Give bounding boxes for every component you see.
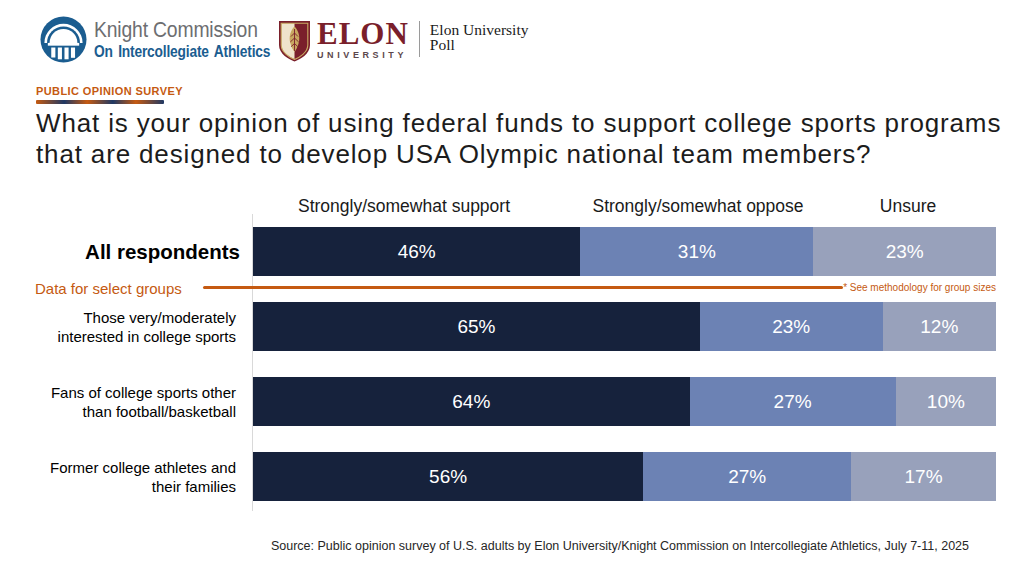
bar-segment-oppose: 27%: [690, 377, 896, 426]
source-note: Source: Public opinion survey of U.S. ad…: [216, 539, 1024, 553]
knight-commission-wordmark: Knight Commission On Intercollegiate Ath…: [94, 19, 270, 61]
col-header-support: Strongly/somewhat support: [298, 196, 510, 217]
bar-value-label: 64%: [452, 391, 490, 413]
elon-poll-line1: Elon University: [430, 22, 529, 37]
bar-value-label: 23%: [886, 241, 924, 263]
elon-wordmark: ELON UNIVERSITY: [317, 20, 409, 60]
elon-poll-line2: Poll: [430, 37, 529, 52]
eyebrow-label: PUBLIC OPINION SURVEY: [36, 85, 183, 97]
bar-value-label: 27%: [774, 391, 812, 413]
bar-segment-support: 46%: [253, 227, 580, 276]
bar-row: 64% 27% 10%: [253, 377, 996, 426]
logo-divider: [419, 21, 420, 57]
bar-row: 65% 23% 12%: [253, 302, 996, 351]
bar-value-label: 56%: [429, 466, 467, 488]
bar-segment-unsure: 23%: [813, 227, 996, 276]
knight-commission-logo: Knight Commission On Intercollegiate Ath…: [40, 16, 299, 63]
page-title: What is your opinion of using federal fu…: [36, 108, 1001, 170]
bar-value-label: 27%: [728, 466, 766, 488]
knight-commission-rotunda-icon: [40, 16, 87, 63]
col-header-unsure: Unsure: [880, 196, 936, 217]
bar-value-label: 17%: [905, 466, 943, 488]
elon-university-label: UNIVERSITY: [317, 50, 409, 60]
bar-value-label: 46%: [398, 241, 436, 263]
select-groups-line: [203, 286, 843, 289]
bar-segment-support: 64%: [253, 377, 690, 426]
bar-segment-unsure: 17%: [851, 452, 996, 501]
bar-segment-unsure: 12%: [883, 302, 997, 351]
bar-segment-unsure: 10%: [896, 377, 996, 426]
methodology-note: * See methodology for group sizes: [843, 282, 996, 293]
bar-value-label: 31%: [678, 241, 716, 263]
elon-logo: ELON UNIVERSITY Elon University Poll: [278, 20, 528, 62]
eyebrow-underline: [36, 100, 164, 104]
bar-segment-oppose: 31%: [580, 227, 813, 276]
bar-segment-support: 65%: [253, 302, 700, 351]
bar-segment-oppose: 27%: [643, 452, 851, 501]
col-header-oppose: Strongly/somewhat oppose: [592, 196, 803, 217]
kc-name: Knight Commission: [94, 19, 270, 42]
select-groups-label: Data for select groups: [35, 280, 182, 297]
row-label: Fans of college sports otherthan footbal…: [0, 383, 236, 421]
elon-name: ELON: [317, 20, 409, 48]
bar-row: 46% 31% 23%: [253, 227, 996, 276]
bar-segment-oppose: 23%: [700, 302, 883, 351]
elon-poll-label: Elon University Poll: [430, 22, 529, 52]
row-label: Former college athletes andtheir familie…: [0, 458, 236, 496]
row-label: All respondents: [0, 240, 240, 264]
bar-value-label: 65%: [457, 316, 495, 338]
slide: Knight Commission On Intercollegiate Ath…: [0, 0, 1024, 577]
bar-segment-support: 56%: [253, 452, 643, 501]
bar-value-label: 23%: [772, 316, 810, 338]
row-label: Those very/moderatelyinterested in colle…: [0, 308, 236, 346]
bar-value-label: 12%: [920, 316, 958, 338]
bar-row: 56% 27% 17%: [253, 452, 996, 501]
elon-shield-icon: [278, 20, 311, 62]
kc-subname: On Intercollegiate Athletics: [94, 44, 270, 60]
bar-value-label: 10%: [927, 391, 965, 413]
